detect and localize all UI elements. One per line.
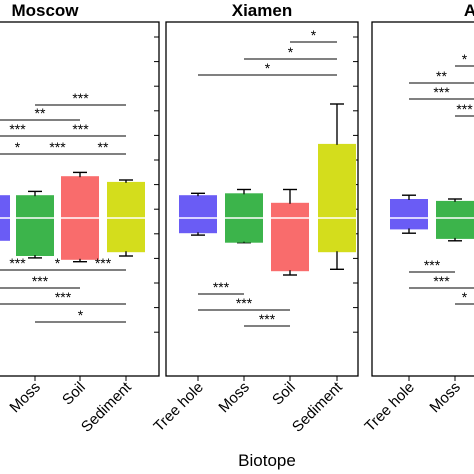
significance-label: *** [424, 257, 441, 273]
x-tick-label: Tree hole [150, 379, 206, 435]
box-tree-hole [179, 195, 217, 234]
significance-label: *** [213, 279, 230, 295]
box-sediment [318, 143, 356, 253]
x-tick-label: Sediment [289, 378, 346, 435]
box-moss [16, 195, 54, 256]
significance-label: * [78, 307, 84, 323]
significance-label: *** [433, 84, 450, 100]
significance-label: *** [456, 101, 473, 117]
significance-label: *** [72, 121, 89, 137]
significance-label: * [265, 60, 271, 76]
x-tick-label: Soil [59, 379, 89, 409]
significance-label: ** [98, 139, 109, 155]
significance-label: * [55, 255, 61, 271]
significance-label: *** [32, 273, 49, 289]
x-tick-label: Sediment [78, 378, 135, 435]
box-moss [436, 200, 474, 239]
significance-label: *** [9, 255, 26, 271]
significance-label: * [462, 51, 468, 67]
significance-label: ** [436, 68, 447, 84]
box-sediment [107, 181, 145, 253]
significance-label: *** [95, 255, 112, 271]
panel-moscow: MoscowTree holeMossSoilSediment*********… [0, 1, 160, 436]
panel-frame [165, 21, 359, 377]
significance-label: *** [259, 311, 276, 327]
significance-label: *** [55, 289, 72, 305]
significance-label: *** [236, 295, 253, 311]
significance-label: * [311, 27, 317, 43]
x-tick-label: Tree hole [361, 379, 417, 435]
x-axis-label: Biotope [238, 451, 296, 470]
significance-label: *** [433, 273, 450, 289]
panel-title: Moscow [11, 1, 79, 20]
x-tick-label: Moss [426, 379, 463, 416]
panel-title: Xiamen [232, 1, 292, 20]
significance-label: * [15, 139, 21, 155]
x-tick-label: Moss [6, 379, 43, 416]
significance-label: ** [35, 105, 46, 121]
panel-frame [0, 21, 160, 377]
box-tree-hole [390, 199, 428, 230]
x-tick-label: Moss [215, 379, 252, 416]
significance-label: * [288, 44, 294, 60]
significance-label: *** [9, 121, 26, 137]
box-soil [271, 202, 309, 272]
significance-label: *** [49, 139, 66, 155]
panel-title: A [464, 1, 474, 20]
significance-label: *** [72, 90, 89, 106]
significance-label: * [462, 289, 468, 305]
panel-frame [371, 21, 474, 377]
x-tick-label: Soil [269, 379, 299, 409]
